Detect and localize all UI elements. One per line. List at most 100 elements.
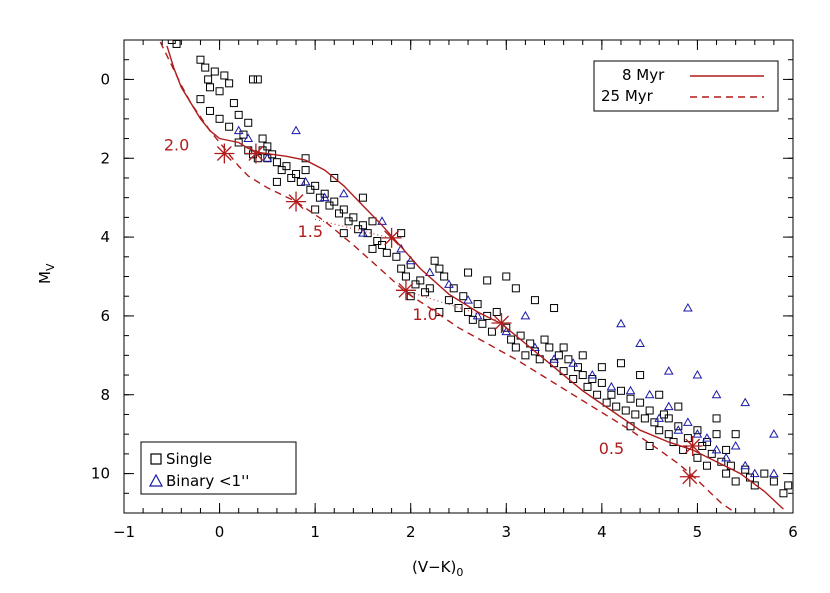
- single-star-point: [597, 363, 606, 372]
- mass-marker-8myr: [491, 313, 512, 334]
- mass-label: 1.0: [412, 305, 437, 324]
- y-tick-label: 0: [100, 70, 110, 88]
- single-star-point: [712, 414, 721, 423]
- single-star-point: [167, 40, 176, 44]
- single-star-point: [741, 465, 750, 474]
- single-star-point: [206, 83, 215, 92]
- mass-label: 1.5: [298, 222, 323, 241]
- single-star-point: [550, 304, 559, 313]
- single-star-point: [483, 276, 492, 285]
- single-star-point: [731, 477, 740, 486]
- binary-star-point: [568, 358, 579, 367]
- single-star-point: [507, 335, 516, 344]
- single-star-point: [616, 359, 625, 368]
- single-star-point: [636, 371, 645, 380]
- single-star-point: [392, 252, 401, 261]
- single-star-point: [320, 189, 329, 198]
- square-marker-icon: [150, 453, 162, 465]
- single-star-point: [215, 87, 224, 96]
- binary-star-point: [472, 310, 483, 320]
- binary-star-point: [319, 192, 330, 202]
- single-star-point: [650, 418, 659, 427]
- single-star-point: [712, 430, 721, 439]
- single-star-point: [397, 264, 406, 273]
- single-star-point: [750, 481, 759, 490]
- single-star-point: [435, 264, 444, 273]
- single-star-point: [607, 390, 616, 399]
- single-star-point: [530, 347, 539, 356]
- single-star-point: [769, 477, 778, 486]
- single-star-point: [440, 272, 449, 281]
- single-star-point: [602, 398, 611, 407]
- single-star-point: [722, 469, 731, 478]
- binary-star-point: [262, 153, 273, 162]
- mass-marker-8myr: [381, 227, 402, 248]
- single-star-point: [225, 79, 234, 88]
- binary-star-point: [463, 295, 473, 304]
- single-star-point: [722, 445, 731, 454]
- mass-marker-stroke: [216, 146, 232, 161]
- single-star-point: [435, 307, 444, 316]
- single-star-point: [530, 296, 539, 305]
- single-star-point: [282, 162, 291, 171]
- binary-star-point: [243, 133, 254, 143]
- single-star-point: [215, 114, 224, 123]
- single-star-point: [201, 63, 210, 72]
- single-star-point: [502, 272, 511, 281]
- single-star-point: [478, 319, 487, 328]
- single-star-point: [358, 193, 367, 202]
- legend-marker-label: Single: [166, 450, 212, 468]
- mass-marker-8myr: [682, 435, 703, 456]
- binary-star-point: [740, 460, 751, 470]
- single-star-point: [397, 229, 406, 238]
- model-8myr-curve: [166, 45, 784, 510]
- legend-markers: Single Binary <1'': [140, 441, 297, 495]
- single-star-point: [225, 122, 234, 131]
- single-star-point: [196, 95, 205, 104]
- x-tick-label: 5: [693, 523, 703, 541]
- single-star-point: [378, 240, 387, 249]
- single-star-point: [674, 422, 683, 431]
- single-star-point: [301, 166, 310, 175]
- single-star-point: [459, 292, 468, 301]
- mass-marker-stroke: [682, 469, 698, 485]
- single-star-point: [693, 453, 702, 462]
- single-star-point: [239, 130, 248, 139]
- mass-label: 2.0: [164, 135, 189, 154]
- single-star-point: [406, 260, 415, 269]
- single-star-point: [464, 307, 473, 316]
- mass-marker-8myr: [214, 143, 235, 164]
- x-tick-label: 1: [310, 523, 320, 541]
- single-star-point: [545, 343, 554, 352]
- single-star-point: [468, 315, 477, 324]
- binary-star-point: [233, 125, 244, 135]
- plot-content: [159, 40, 793, 513]
- single-star-point: [249, 75, 258, 84]
- mass-marker-stroke: [288, 194, 304, 210]
- single-star-point: [311, 205, 320, 214]
- binary-star-point: [444, 279, 454, 288]
- mass-marker-stroke: [398, 282, 414, 298]
- mass-marker-25myr: [679, 466, 700, 487]
- single-star-point: [573, 363, 582, 372]
- single-star-point: [593, 390, 602, 399]
- single-star-point: [401, 272, 410, 281]
- single-star-point: [702, 438, 711, 447]
- single-star-point: [210, 67, 219, 76]
- binary-star-point: [587, 370, 598, 379]
- mass-markers: 2.0 1.5 1.0 0.5: [164, 135, 703, 487]
- model-25myr-curve: [159, 41, 737, 513]
- single-star-point: [244, 118, 253, 127]
- mass-label: 0.5: [599, 439, 624, 458]
- single-star-point: [645, 406, 654, 415]
- y-tick-label: 4: [100, 228, 110, 246]
- single-star-point: [234, 110, 243, 119]
- single-star-point: [454, 304, 463, 313]
- single-star-point: [330, 197, 339, 206]
- single-star-point: [588, 374, 597, 383]
- binary-star-point: [424, 267, 435, 277]
- single-star-point: [382, 248, 391, 257]
- binary-star-point: [606, 381, 617, 391]
- legend-models: 8 Myr 25 Myr: [593, 60, 779, 112]
- single-star-point: [674, 402, 683, 411]
